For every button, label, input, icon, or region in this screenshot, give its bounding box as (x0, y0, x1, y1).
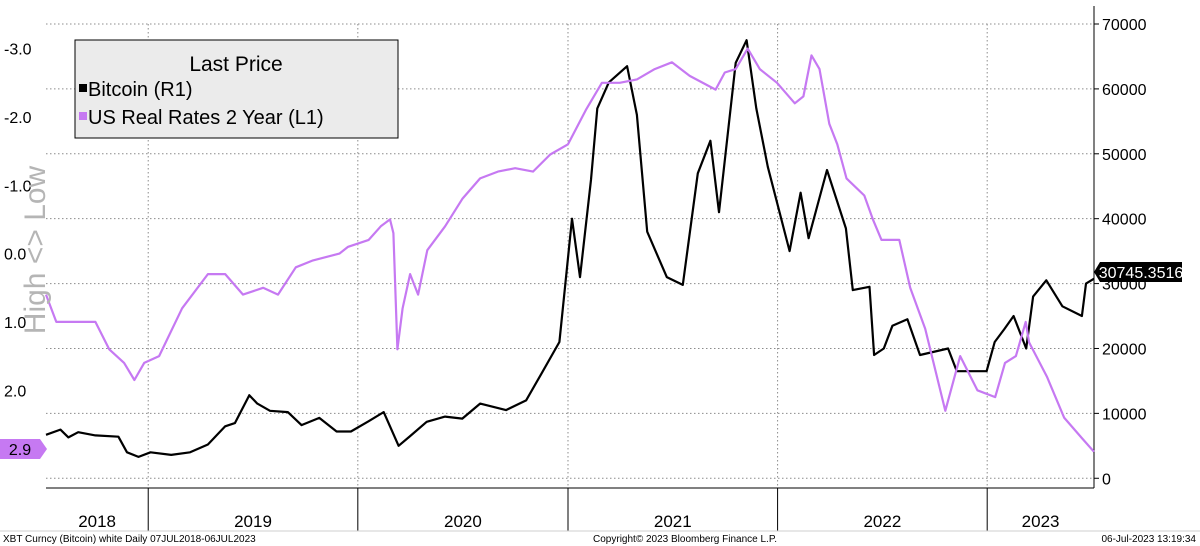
right-tick-label: 10000 (1102, 406, 1147, 423)
x-tick-label: 2018 (78, 512, 116, 531)
legend-title: Last Price (189, 53, 282, 76)
right-tick-label: 20000 (1102, 341, 1147, 358)
legend-swatch-bitcoin (79, 84, 87, 92)
left-tick-label: 2.0 (4, 383, 26, 400)
last-value-tag-real-rates: 2.9 (0, 439, 47, 459)
x-tick-label: 2020 (444, 512, 482, 531)
last-value-tag-bitcoin: 30745.3516 (1094, 262, 1183, 282)
footer-center: Copyright© 2023 Bloomberg Finance L.P. (593, 534, 777, 545)
right-tick-label: 50000 (1102, 147, 1147, 164)
legend-label-real-rates: US Real Rates 2 Year (L1) (88, 107, 324, 129)
right-tick-label: 60000 (1102, 82, 1147, 99)
last-value-tag-real-rates-box (0, 439, 47, 459)
left-axis-label: High <> Low (19, 165, 52, 334)
left-tick-label: -2.0 (4, 110, 32, 127)
x-tick-label: 2022 (863, 512, 901, 531)
footer-left: XBT Curncy (Bitcoin) white Daily 07JUL20… (3, 534, 256, 545)
last-value-tag-bitcoin-box (1094, 262, 1182, 282)
axes-layer: 700006000050000400003000020000100000-3.0… (4, 6, 1147, 531)
x-tick-label: 2019 (234, 512, 272, 531)
series-layer (44, 39, 1095, 458)
left-tick-label: -3.0 (4, 42, 32, 59)
left-tick-label: 1.0 (4, 315, 26, 332)
legend-box (74, 39, 399, 139)
last-value-real-rates: 2.9 (9, 442, 31, 459)
legend: Last Price Bitcoin (R1) US Real Rates 2 … (74, 39, 399, 139)
right-tick-label: 40000 (1102, 212, 1147, 229)
series-line-bitcoin (45, 39, 1095, 458)
x-tick-label: 2021 (654, 512, 692, 531)
right-tick-label: 70000 (1102, 17, 1147, 34)
right-tick-label: 0 (1102, 471, 1111, 488)
legend-swatch-real-rates (79, 112, 87, 120)
footer-right: 06-Jul-2023 13:19:34 (1101, 534, 1196, 545)
left-tick-label: 0.0 (4, 247, 26, 264)
x-tick-label: 2023 (1022, 512, 1060, 531)
legend-label-bitcoin: Bitcoin (R1) (88, 79, 192, 101)
series-line-real-rates (44, 47, 1095, 453)
last-value-bitcoin: 30745.3516 (1099, 265, 1184, 282)
left-tick-label: -1.0 (4, 178, 32, 195)
